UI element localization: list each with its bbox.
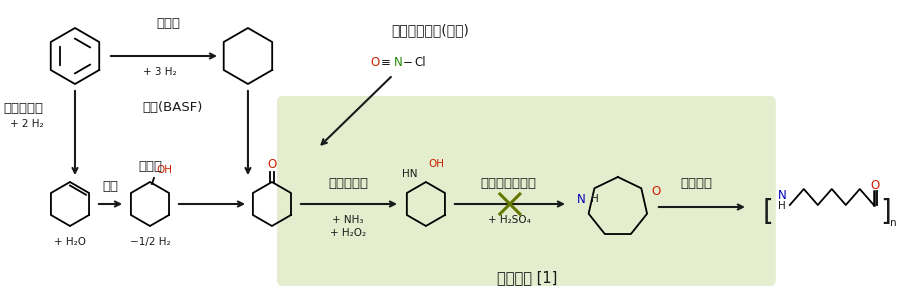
Text: OH: OH (156, 165, 172, 175)
Text: O: O (268, 157, 277, 170)
Text: O: O (652, 184, 661, 197)
Text: OH: OH (428, 159, 444, 169)
Text: N: N (577, 192, 585, 205)
Text: ≡: ≡ (381, 56, 391, 68)
Text: H: H (778, 201, 786, 211)
Text: + NH₃: + NH₃ (332, 215, 364, 225)
FancyBboxPatch shape (277, 96, 776, 286)
Text: + H₂O: + H₂O (54, 237, 86, 247)
Text: 部分水素化: 部分水素化 (3, 102, 43, 115)
Text: O: O (370, 56, 380, 68)
Text: + 3 H₂: + 3 H₂ (143, 67, 177, 77)
Text: 水和: 水和 (102, 179, 118, 192)
Text: Cl: Cl (414, 56, 426, 68)
Text: −: − (403, 56, 413, 68)
Text: 酸化(BASF): 酸化(BASF) (143, 101, 203, 113)
Text: n: n (891, 218, 897, 228)
Text: + 2 H₂: + 2 H₂ (10, 119, 44, 129)
Text: [: [ (762, 198, 773, 226)
Text: + H₂SO₄: + H₂SO₄ (489, 215, 532, 225)
Text: 水素化: 水素化 (156, 17, 180, 30)
Text: −1/2 H₂: −1/2 H₂ (129, 237, 171, 247)
Text: N: N (393, 56, 402, 68)
Text: HN: HN (402, 169, 418, 179)
Text: + H₂O₂: + H₂O₂ (330, 228, 366, 238)
Text: ベックマン転位: ベックマン転位 (480, 176, 536, 189)
Text: O: O (870, 178, 879, 192)
Text: 光ニトロソ化(東レ): 光ニトロソ化(東レ) (391, 23, 469, 37)
Text: オキシム化: オキシム化 (328, 176, 368, 189)
Text: ]: ] (880, 198, 891, 226)
Text: 開環重合: 開環重合 (681, 176, 713, 189)
Text: 住友化学 [1]: 住友化学 [1] (497, 271, 557, 286)
Text: 脱水素: 脱水素 (138, 160, 162, 173)
Text: N: N (778, 189, 786, 202)
Text: H: H (591, 194, 599, 204)
